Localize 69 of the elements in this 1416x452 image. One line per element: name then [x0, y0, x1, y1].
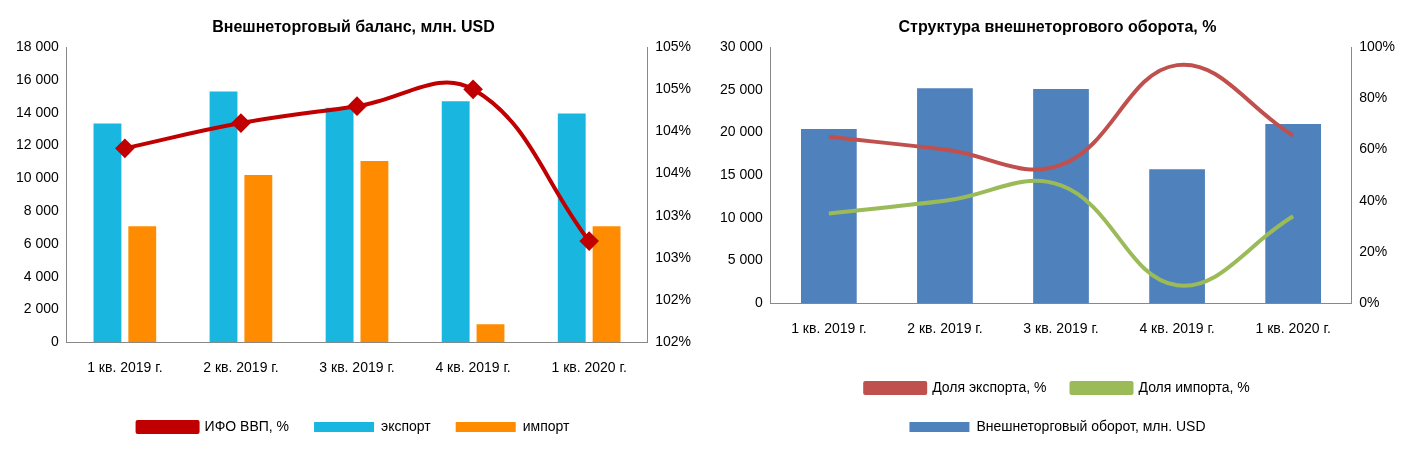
bar — [1149, 169, 1205, 304]
y2-tick-label: 102% — [655, 290, 692, 307]
y-tick-label: 10 000 — [15, 169, 60, 186]
y2-tick-label: 60% — [1359, 140, 1388, 157]
point — [115, 139, 134, 158]
x-tick-label: 3 кв. 2019 г. — [319, 359, 395, 376]
legend-label: Доля экспорта, % — [932, 378, 1047, 395]
y-tick-label: 16 000 — [15, 70, 60, 87]
y2-tick-label: 103% — [655, 248, 692, 265]
point — [580, 232, 599, 251]
x-tick-label: 1 кв. 2019 г. — [791, 320, 867, 337]
legend-label: Внешнеторговый оборот, млн. USD — [976, 417, 1206, 434]
bar — [1265, 124, 1322, 304]
y-tick-label: 10 000 — [719, 208, 764, 225]
legend-label: Доля импорта, % — [1138, 378, 1250, 395]
bar — [917, 88, 973, 304]
x-tick-label: 4 кв. 2019 г. — [1139, 320, 1215, 337]
x-tick-label: 1 кв. 2020 г. — [1255, 320, 1331, 337]
y-tick-label: 6 000 — [23, 234, 60, 251]
y-tick-label: 5 000 — [727, 251, 764, 268]
bar — [360, 161, 389, 343]
legend-label: ИФО ВВП, % — [204, 417, 290, 434]
x-tick-label: 3 кв. 2019 г. — [1023, 320, 1099, 337]
y2-tick-label: 103% — [655, 206, 692, 223]
y-tick-label: 18 000 — [15, 38, 60, 55]
bar — [93, 123, 122, 343]
y-tick-label: 14 000 — [15, 103, 60, 120]
legend-label: экспорт — [381, 417, 432, 434]
y-tick-label: 12 000 — [15, 136, 60, 153]
bar — [209, 91, 238, 343]
y-tick-label: 30 000 — [719, 38, 764, 55]
y2-tick-label: 105% — [655, 80, 692, 97]
y-tick-label: 0 — [755, 294, 764, 311]
x-tick-label: 1 кв. 2019 г. — [87, 359, 163, 376]
y-tick-label: 4 000 — [23, 267, 60, 284]
y2-tick-label: 20% — [1359, 242, 1388, 259]
y-tick-label: 0 — [51, 333, 60, 350]
y2-tick-label: 104% — [655, 164, 692, 181]
y2-tick-label: 0% — [1359, 294, 1380, 311]
y-tick-label: 2 000 — [23, 300, 60, 317]
bar — [441, 101, 470, 343]
y2-tick-label: 80% — [1359, 89, 1388, 106]
y-tick-label: 15 000 — [719, 166, 764, 183]
bar — [325, 107, 354, 343]
x-tick-label: 2 кв. 2019 г. — [203, 359, 279, 376]
bar — [592, 226, 621, 343]
y2-tick-label: 105% — [655, 38, 692, 55]
point — [464, 80, 483, 99]
bar — [557, 113, 586, 343]
chart-title: Структура внешнеторгового оборота, % — [898, 18, 1217, 36]
bar — [1033, 89, 1089, 304]
y2-tick-label: 104% — [655, 122, 692, 139]
bar — [476, 324, 505, 343]
x-tick-label: 2 кв. 2019 г. — [907, 320, 983, 337]
legend-label: импорт — [522, 417, 571, 434]
y-tick-label: 20 000 — [719, 123, 764, 140]
bar — [244, 175, 273, 343]
bar — [128, 226, 157, 343]
x-tick-label: 1 кв. 2020 г. — [551, 359, 627, 376]
y-tick-label: 8 000 — [23, 201, 60, 218]
x-tick-label: 4 кв. 2019 г. — [435, 359, 511, 376]
y2-tick-label: 100% — [1359, 38, 1396, 55]
point — [231, 114, 250, 133]
bar — [801, 129, 857, 304]
point — [348, 97, 367, 116]
y-tick-label: 25 000 — [719, 80, 764, 97]
chart-title: Внешнеторговый баланс, млн. USD — [212, 18, 495, 36]
y2-tick-label: 102% — [655, 333, 692, 350]
y2-tick-label: 40% — [1359, 191, 1388, 208]
